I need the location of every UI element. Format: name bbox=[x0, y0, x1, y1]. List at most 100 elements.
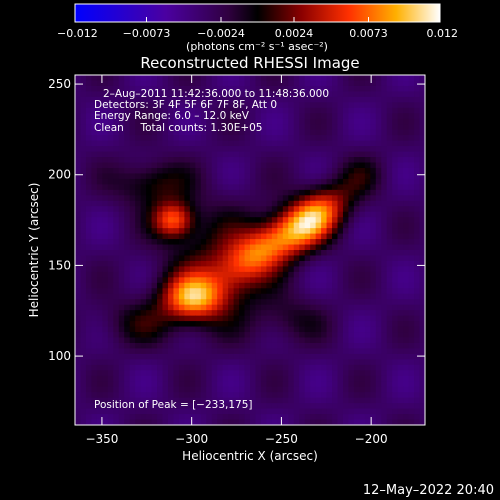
heatmap-cell bbox=[370, 200, 377, 207]
heatmap-cell bbox=[370, 397, 377, 404]
heatmap-cell bbox=[206, 293, 213, 300]
heatmap-cell bbox=[75, 397, 81, 404]
heatmap-cell bbox=[255, 146, 262, 152]
heatmap-cell bbox=[162, 364, 169, 371]
heatmap-cell bbox=[403, 228, 409, 234]
heatmap-cell bbox=[288, 233, 295, 240]
heatmap-cell bbox=[162, 359, 169, 366]
heatmap-cell bbox=[96, 364, 103, 371]
heatmap-cell bbox=[381, 293, 388, 300]
heatmap-cell bbox=[392, 348, 399, 355]
heatmap-cell bbox=[113, 260, 120, 267]
heatmap-cell bbox=[381, 173, 388, 180]
heatmap-cell bbox=[107, 277, 114, 284]
heatmap-cell bbox=[228, 233, 234, 240]
heatmap-cell bbox=[217, 222, 224, 229]
heatmap-cell bbox=[381, 282, 388, 289]
heatmap-cell bbox=[135, 107, 142, 114]
heatmap-cell bbox=[403, 419, 409, 426]
heatmap-cell bbox=[403, 91, 409, 98]
heatmap-cell bbox=[337, 113, 344, 120]
heatmap-cell bbox=[364, 151, 371, 158]
heatmap-cell bbox=[408, 140, 415, 147]
heatmap-cell bbox=[124, 315, 131, 322]
heatmap-cell bbox=[293, 80, 300, 87]
heatmap-cell bbox=[386, 271, 393, 278]
heatmap-cell bbox=[195, 304, 202, 311]
heatmap-cell bbox=[173, 364, 180, 371]
heatmap-cell bbox=[342, 364, 349, 371]
heatmap-cell bbox=[135, 381, 142, 388]
heatmap-cell bbox=[129, 140, 136, 147]
heatmap-cell bbox=[91, 239, 98, 245]
heatmap-cell bbox=[293, 260, 300, 267]
heatmap-cell bbox=[364, 337, 371, 344]
heatmap-cell bbox=[157, 310, 163, 317]
heatmap-cell bbox=[282, 135, 289, 142]
heatmap-cell bbox=[135, 96, 142, 103]
heatmap-cell bbox=[414, 167, 420, 174]
heatmap-cell bbox=[348, 304, 355, 311]
heatmap-cell bbox=[244, 206, 251, 213]
heatmap-cell bbox=[386, 397, 393, 404]
heatmap-cell bbox=[408, 250, 415, 256]
heatmap-cell bbox=[255, 271, 262, 278]
heatmap-cell bbox=[102, 91, 109, 98]
heatmap-cell bbox=[96, 151, 103, 158]
heatmap-cell bbox=[293, 332, 300, 338]
heatmap-cell bbox=[288, 75, 295, 81]
heatmap-cell bbox=[260, 419, 267, 426]
heatmap-cell bbox=[129, 386, 136, 393]
heatmap-cell bbox=[397, 80, 404, 87]
heatmap-cell bbox=[403, 277, 409, 284]
heatmap-cell bbox=[299, 332, 306, 338]
heatmap-cell bbox=[211, 304, 218, 311]
heatmap-cell bbox=[293, 255, 300, 262]
heatmap-cell bbox=[282, 211, 289, 218]
heatmap-cell bbox=[310, 85, 317, 92]
heatmap-cell bbox=[250, 419, 256, 426]
heatmap-cell bbox=[348, 397, 355, 404]
heatmap-cell bbox=[332, 353, 338, 360]
heatmap-cell bbox=[157, 370, 163, 377]
heatmap-cell bbox=[299, 206, 306, 213]
heatmap-cell bbox=[288, 85, 295, 92]
heatmap-cell bbox=[337, 173, 344, 180]
heatmap-cell bbox=[375, 189, 382, 196]
heatmap-cell bbox=[288, 260, 295, 267]
heatmap-cell bbox=[239, 75, 245, 81]
heatmap-cell bbox=[260, 364, 267, 371]
heatmap-cell bbox=[118, 310, 125, 317]
heatmap-cell bbox=[233, 75, 240, 81]
heatmap-cell bbox=[233, 239, 240, 245]
heatmap-cell bbox=[211, 129, 218, 136]
heatmap-cell bbox=[151, 419, 158, 426]
heatmap-cell bbox=[337, 414, 344, 420]
heatmap-cell bbox=[113, 233, 120, 240]
heatmap-cell bbox=[288, 310, 295, 317]
heatmap-cell bbox=[397, 260, 404, 267]
heatmap-cell bbox=[118, 260, 125, 267]
heatmap-cell bbox=[140, 266, 147, 273]
heatmap-cell bbox=[375, 304, 382, 311]
heatmap-cell bbox=[359, 184, 366, 191]
heatmap-cell bbox=[206, 113, 213, 120]
heatmap-cell bbox=[359, 326, 366, 333]
heatmap-cell bbox=[353, 85, 360, 92]
heatmap-cell bbox=[282, 129, 289, 136]
heatmap-cell bbox=[386, 250, 393, 256]
heatmap-cell bbox=[146, 157, 152, 163]
heatmap-cell bbox=[397, 315, 404, 322]
heatmap-cell bbox=[260, 217, 267, 224]
heatmap-cell bbox=[293, 239, 300, 245]
heatmap-cell bbox=[397, 271, 404, 278]
heatmap-cell bbox=[135, 408, 142, 415]
heatmap-cell bbox=[239, 140, 245, 147]
heatmap-cell bbox=[140, 337, 147, 344]
heatmap-cell bbox=[288, 326, 295, 333]
heatmap-cell bbox=[107, 157, 114, 163]
heatmap-cell bbox=[211, 255, 218, 262]
heatmap-cell bbox=[167, 217, 174, 224]
heatmap-cell bbox=[282, 353, 289, 360]
heatmap-cell bbox=[178, 118, 185, 125]
